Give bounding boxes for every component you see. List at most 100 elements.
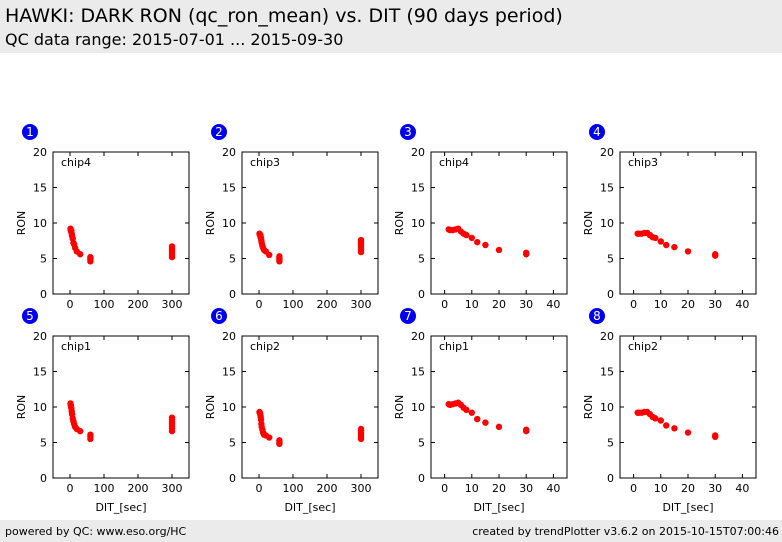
x-tick-label: 30 — [519, 482, 533, 495]
data-point — [474, 238, 481, 246]
x-tick-label: 40 — [735, 298, 749, 311]
chip-label: chip4 — [439, 156, 469, 169]
data-point — [266, 434, 273, 441]
data-point — [168, 414, 176, 421]
chip-label: chip1 — [439, 340, 469, 353]
data-point — [495, 246, 503, 254]
y-tick-label: 10 — [222, 217, 236, 230]
x-tick-label: 40 — [546, 482, 560, 495]
y-tick-label: 20 — [411, 146, 425, 159]
data-point — [663, 241, 670, 249]
plot-frame — [619, 151, 757, 295]
y-tick-label: 15 — [411, 366, 425, 379]
plot-frame — [241, 151, 379, 295]
y-axis-label: RON — [204, 211, 217, 236]
x-tick-label: 200 — [128, 482, 149, 495]
panel-number: 3 — [404, 125, 412, 139]
data-point — [671, 243, 678, 251]
y-tick-label: 0 — [607, 472, 614, 485]
y-tick-label: 5 — [607, 437, 614, 450]
data-point — [652, 234, 659, 242]
data-point — [357, 425, 365, 433]
x-tick-label: 300 — [351, 482, 372, 495]
x-tick-label: 200 — [317, 482, 338, 495]
panel-badge — [22, 124, 38, 140]
chip-label: chip1 — [61, 340, 91, 353]
chip-label: chip2 — [250, 340, 280, 353]
x-tick-label: 200 — [128, 298, 149, 311]
y-tick-label: 10 — [222, 401, 236, 414]
x-tick-label: 30 — [708, 298, 722, 311]
panel-number: 1 — [26, 125, 34, 139]
data-point — [652, 415, 659, 422]
x-tick-label: 0 — [441, 482, 448, 495]
x-tick-label: 0 — [256, 482, 263, 495]
data-point — [276, 253, 283, 260]
y-tick-label: 15 — [222, 182, 236, 195]
y-tick-label: 15 — [600, 366, 614, 379]
x-axis-label: DIT_[sec] — [473, 501, 524, 514]
y-tick-label: 5 — [40, 253, 47, 266]
y-tick-label: 0 — [229, 288, 236, 301]
y-tick-label: 0 — [607, 288, 614, 301]
x-tick-label: 0 — [67, 298, 74, 311]
x-tick-label: 300 — [162, 298, 183, 311]
x-tick-label: 40 — [546, 298, 560, 311]
panel-badge — [22, 308, 38, 324]
y-tick-label: 0 — [418, 288, 425, 301]
x-axis-label: DIT_[sec] — [284, 501, 335, 514]
y-tick-label: 0 — [418, 472, 425, 485]
panel-badge — [211, 124, 227, 140]
y-axis-label: RON — [582, 211, 595, 236]
y-tick-label: 20 — [411, 330, 425, 343]
data-point — [663, 422, 670, 429]
data-point — [468, 234, 475, 242]
data-point — [523, 426, 530, 433]
scatter-panel-8: 8 0 5 10 15 20 0 10 20 30 40 RON DIT_[sec] chip2 — [582, 308, 757, 514]
y-tick-label: 20 — [33, 146, 47, 159]
data-point — [523, 249, 530, 257]
data-point — [463, 406, 470, 414]
x-tick-label: 0 — [630, 482, 637, 495]
panel-number: 5 — [26, 309, 34, 323]
x-tick-label: 200 — [317, 298, 338, 311]
scatter-panel-7: 7 0 5 10 15 20 0 10 20 30 40 RON DIT_[sec] chip1 — [393, 308, 568, 514]
x-tick-label: 100 — [283, 298, 304, 311]
panel-number: 6 — [215, 309, 223, 323]
x-tick-label: 300 — [162, 482, 183, 495]
data-point — [712, 251, 719, 258]
x-tick-label: 20 — [492, 482, 506, 495]
panel-badge — [589, 124, 605, 140]
x-tick-label: 300 — [351, 298, 372, 311]
y-tick-label: 0 — [40, 472, 47, 485]
chip-label: chip3 — [250, 156, 280, 169]
x-tick-label: 30 — [708, 482, 722, 495]
x-tick-label: 10 — [465, 482, 479, 495]
y-tick-label: 5 — [418, 437, 425, 450]
y-tick-label: 0 — [229, 472, 236, 485]
y-axis-label: RON — [393, 395, 406, 420]
panel-number: 2 — [215, 125, 223, 139]
y-tick-label: 20 — [222, 146, 236, 159]
data-point — [87, 253, 94, 261]
plot-frame — [241, 335, 379, 479]
y-tick-label: 20 — [600, 330, 614, 343]
x-axis-label: DIT_[sec] — [662, 501, 713, 514]
y-tick-label: 20 — [33, 330, 47, 343]
data-point — [671, 425, 678, 432]
header-banner: HAWKI: DARK RON (qc_ron_mean) vs. DIT (9… — [0, 0, 782, 53]
y-tick-label: 10 — [33, 217, 47, 230]
x-tick-label: 0 — [256, 298, 263, 311]
data-point — [77, 251, 84, 258]
y-tick-label: 15 — [33, 366, 47, 379]
data-point — [474, 415, 481, 423]
x-tick-label: 100 — [94, 482, 115, 495]
x-tick-label: 100 — [94, 298, 115, 311]
data-point — [468, 409, 475, 416]
y-tick-label: 10 — [600, 401, 614, 414]
x-tick-label: 0 — [630, 298, 637, 311]
data-point — [657, 238, 664, 245]
y-tick-label: 10 — [411, 401, 425, 414]
